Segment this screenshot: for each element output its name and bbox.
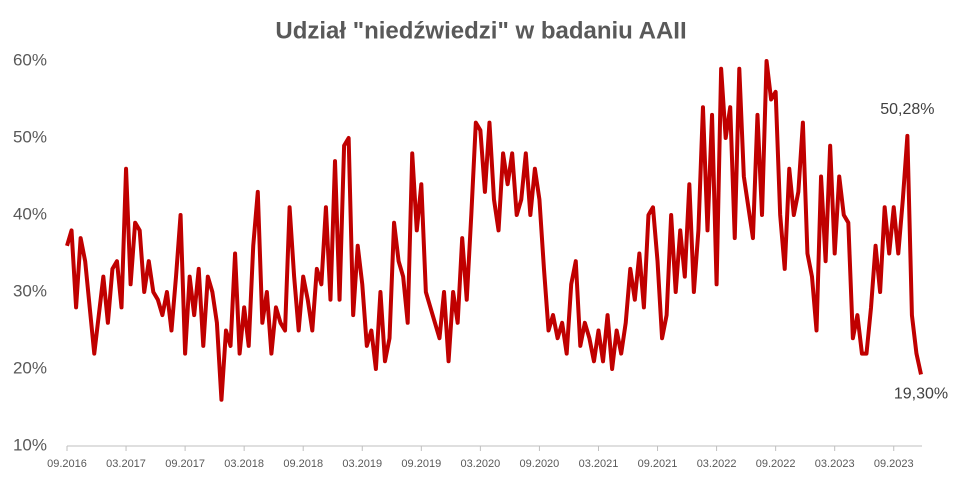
data-line <box>65 59 923 402</box>
x-tick-label: 03.2021 <box>579 458 619 470</box>
data-label: 19,30% <box>894 386 948 403</box>
x-tick-label: 03.2018 <box>224 458 264 470</box>
y-tick-label: 20% <box>13 358 47 377</box>
x-tick-label: 09.2019 <box>401 458 441 470</box>
x-tick-label: 03.2023 <box>815 458 855 470</box>
y-tick-label: 40% <box>13 204 47 223</box>
chart-title: Udział "niedźwiedzi" w badaniu AAII <box>275 17 686 44</box>
y-tick-label: 10% <box>13 435 47 454</box>
data-label: 50,28% <box>880 101 934 118</box>
y-tick-label: 50% <box>13 127 47 146</box>
x-tick-label: 09.2023 <box>874 458 914 470</box>
x-tick-label: 09.2021 <box>638 458 678 470</box>
y-tick-label: 30% <box>13 281 47 300</box>
x-tick-label: 09.2018 <box>283 458 323 470</box>
x-tick-label: 03.2022 <box>697 458 737 470</box>
x-tick-label: 09.2020 <box>520 458 560 470</box>
x-tick-label: 09.2017 <box>165 458 205 470</box>
x-tick-label: 09.2016 <box>47 458 87 470</box>
x-tick-label: 03.2019 <box>342 458 382 470</box>
y-tick-label: 60% <box>13 50 47 69</box>
x-tick-label: 03.2020 <box>460 458 500 470</box>
x-tick-label: 03.2017 <box>106 458 146 470</box>
x-tick-label: 09.2022 <box>756 458 796 470</box>
